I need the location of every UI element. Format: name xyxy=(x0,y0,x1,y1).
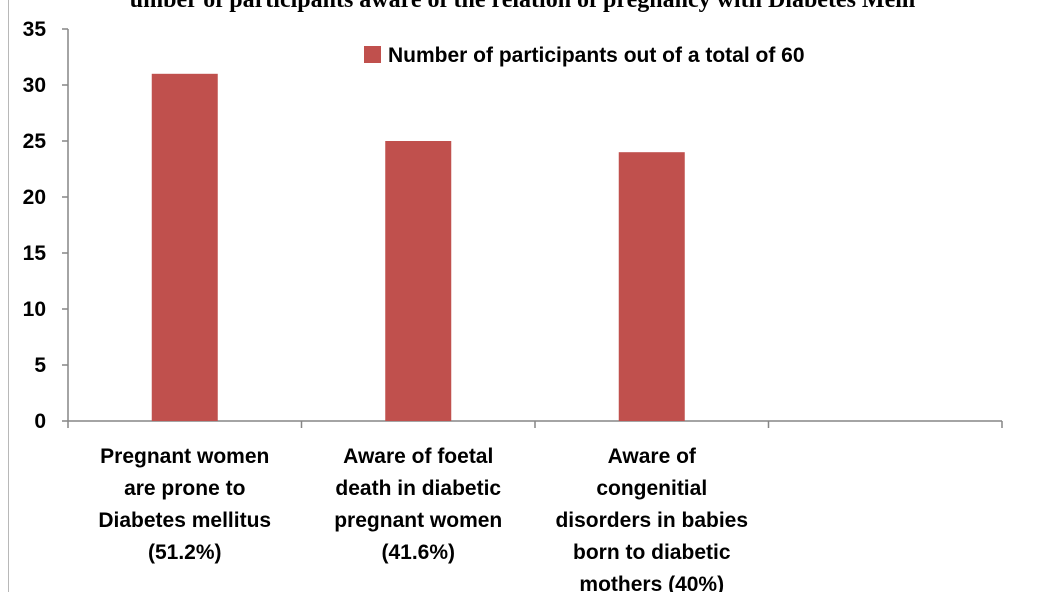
x-category-label: (51.2%) xyxy=(148,541,222,564)
y-tick-label: 35 xyxy=(23,18,47,41)
bar xyxy=(385,141,452,421)
x-category-label: Aware of foetal xyxy=(343,445,493,468)
x-category-label: pregnant women xyxy=(334,509,502,532)
x-category-label: Aware of xyxy=(608,445,697,468)
x-category-label: disorders in babies xyxy=(555,509,748,532)
y-tick-label: 25 xyxy=(23,130,47,153)
y-tick-label: 20 xyxy=(23,186,46,209)
y-tick-label: 5 xyxy=(34,354,46,377)
x-category-label: (41.6%) xyxy=(381,541,455,564)
bar xyxy=(618,152,685,421)
x-category-label: mothers (40%) xyxy=(579,573,724,592)
chart-title: umber of participants aware of the relat… xyxy=(0,0,1045,12)
legend-swatch xyxy=(364,46,381,63)
x-category-label: Pregnant women xyxy=(100,445,269,468)
legend-label: Number of participants out of a total of… xyxy=(388,44,805,67)
frame-left-border xyxy=(8,0,9,592)
x-category-label: born to diabetic xyxy=(573,541,731,564)
y-tick-label: 15 xyxy=(23,242,47,265)
y-tick-label: 0 xyxy=(34,410,46,433)
x-category-label: congenitial xyxy=(596,477,707,500)
bar xyxy=(151,73,218,422)
y-tick-label: 30 xyxy=(23,74,46,97)
x-category-label: are prone to xyxy=(124,477,245,500)
x-category-label: Diabetes mellitus xyxy=(98,509,271,532)
y-tick-label: 10 xyxy=(23,298,46,321)
x-category-label: death in diabetic xyxy=(335,477,501,500)
